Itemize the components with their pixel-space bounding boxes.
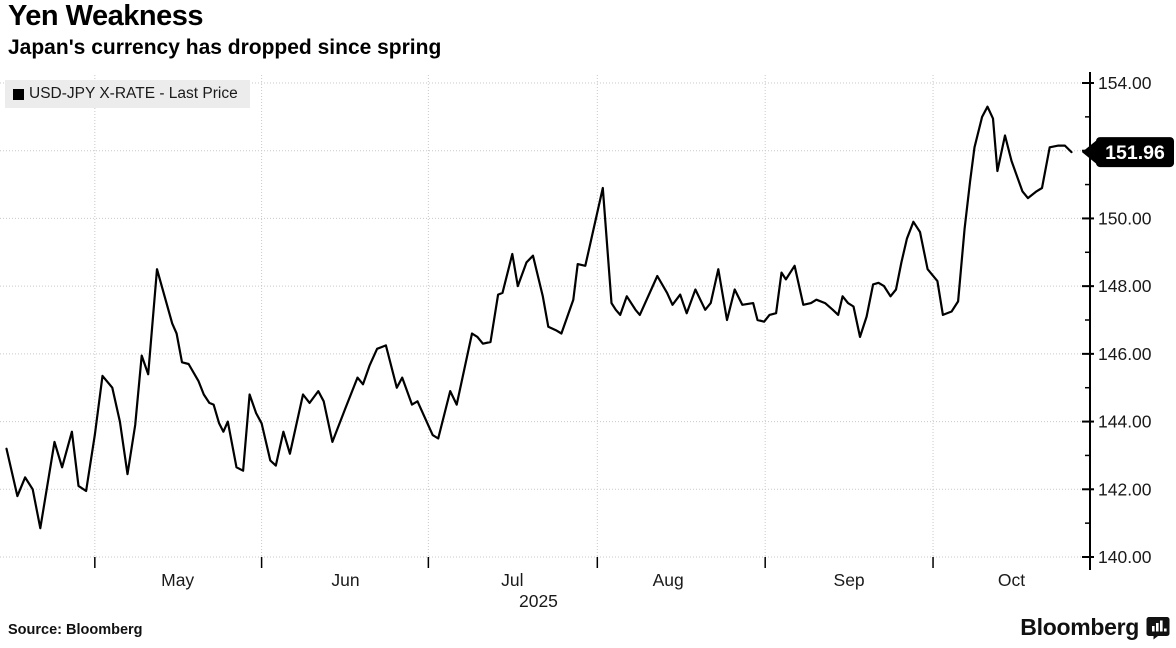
svg-text:150.00: 150.00 [1098, 208, 1152, 228]
svg-text:Jun: Jun [331, 570, 359, 590]
svg-text:142.00: 142.00 [1098, 479, 1152, 499]
legend-label: USD-JPY X-RATE - Last Price [29, 85, 238, 102]
svg-text:148.00: 148.00 [1098, 276, 1152, 296]
x-axis: May Jun Jul Aug Sep Oct 2025 [94, 557, 1025, 611]
svg-text:154.00: 154.00 [1098, 73, 1152, 93]
chart-title: Yen Weakness [8, 0, 203, 32]
svg-text:May: May [161, 570, 194, 590]
svg-text:146.00: 146.00 [1098, 344, 1152, 364]
svg-text:Aug: Aug [653, 570, 684, 590]
svg-text:Oct: Oct [998, 570, 1025, 590]
last-price-badge: 151.96 [1082, 137, 1174, 168]
svg-text:144.00: 144.00 [1098, 412, 1152, 432]
bloomberg-wordmark: Bloomberg [1020, 614, 1139, 640]
svg-text:Sep: Sep [834, 570, 865, 590]
y-axis: 140.00142.00144.00146.00148.00150.00152.… [1082, 72, 1152, 570]
svg-text:151.96: 151.96 [1105, 142, 1165, 164]
vertical-gridlines [94, 75, 934, 557]
chart-subtitle: Japan's currency has dropped since sprin… [8, 36, 442, 59]
svg-text:2025: 2025 [519, 591, 558, 611]
bloomberg-logo: Bloomberg [1020, 614, 1170, 641]
svg-text:140.00: 140.00 [1098, 547, 1152, 567]
svg-text:Jul: Jul [501, 570, 523, 590]
source-attribution: Source: Bloomberg [8, 622, 143, 638]
horizontal-gridlines [0, 82, 1090, 558]
price-line [5, 105, 1073, 530]
bloomberg-bars-icon [1146, 616, 1170, 639]
legend: USD-JPY X-RATE - Last Price [5, 80, 250, 108]
filled-square-icon [13, 88, 24, 100]
